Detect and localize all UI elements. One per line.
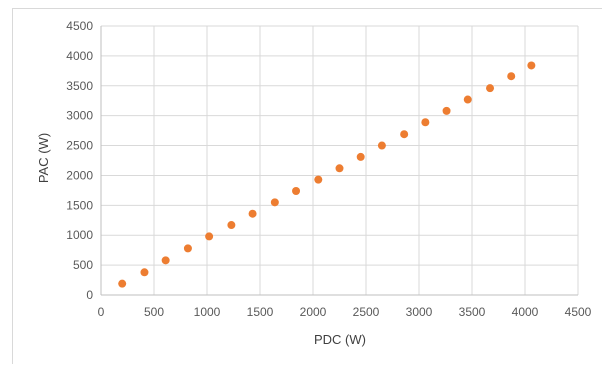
x-tick-label: 1000 <box>194 305 221 319</box>
x-tick-label: 500 <box>144 305 164 319</box>
data-point <box>227 221 236 230</box>
y-tick-label: 500 <box>73 258 93 272</box>
y-tick-labels: 0 500 1000 1500 2000 2500 3000 3500 4000 4500 <box>66 19 93 302</box>
y-tick-label: 2000 <box>66 168 93 182</box>
y-axis-title: PAC (W) <box>36 133 51 183</box>
data-point <box>356 152 365 161</box>
data-point <box>442 106 451 115</box>
x-tick-label: 1500 <box>247 305 274 319</box>
data-point <box>205 232 214 241</box>
y-tick-label: 0 <box>86 288 93 302</box>
data-point <box>183 244 192 253</box>
data-point <box>507 72 516 81</box>
x-tick-label: 2000 <box>300 305 327 319</box>
y-tick-label: 3500 <box>66 79 93 93</box>
data-point <box>118 279 127 288</box>
x-tick-label: 4000 <box>512 305 539 319</box>
data-point <box>314 175 323 184</box>
y-tick-label: 4500 <box>66 19 93 33</box>
data-point <box>248 209 257 218</box>
x-axis-title: PDC (W) <box>314 332 366 347</box>
data-point <box>161 256 170 265</box>
y-tick-label: 1500 <box>66 198 93 212</box>
x-tick-label: 4500 <box>565 305 592 319</box>
y-tick-label: 4000 <box>66 49 93 63</box>
axes <box>100 26 578 296</box>
data-points <box>118 61 536 288</box>
chart-frame <box>12 8 602 364</box>
x-tick-label: 2500 <box>353 305 380 319</box>
x-tick-label: 0 <box>98 305 105 319</box>
data-point <box>463 95 472 104</box>
data-point <box>292 186 301 195</box>
x-tick-label: 3000 <box>406 305 433 319</box>
data-point <box>140 268 149 277</box>
y-tick-label: 1000 <box>66 228 93 242</box>
x-tick-label: 3500 <box>459 305 486 319</box>
data-point <box>335 164 344 173</box>
data-point <box>270 198 279 207</box>
data-point <box>400 130 409 139</box>
x-tick-labels: 0 500 1000 1500 2000 2500 3000 3500 4000 4500 <box>98 305 592 319</box>
y-tick-label: 2500 <box>66 139 93 153</box>
grid-lines <box>101 25 579 295</box>
data-point <box>486 84 495 93</box>
data-point <box>377 141 386 150</box>
data-point <box>527 61 536 70</box>
y-tick-label: 3000 <box>66 109 93 123</box>
data-point <box>421 118 430 127</box>
